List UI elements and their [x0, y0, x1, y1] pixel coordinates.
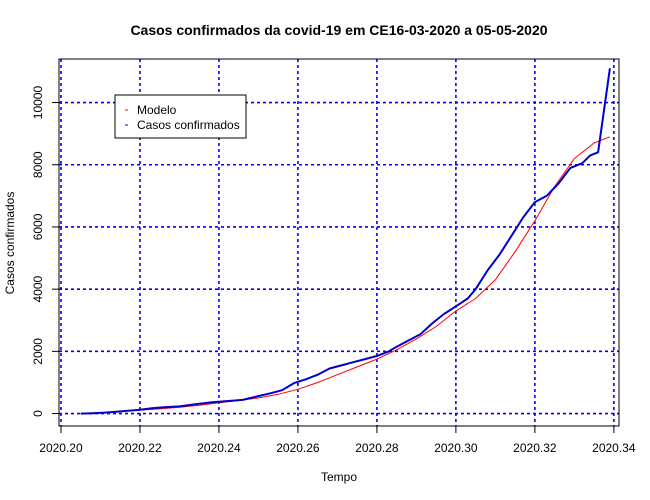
x-tick-label: 2020.32	[513, 441, 557, 455]
y-tick-label: 6000	[31, 213, 45, 240]
x-tick-label: 2020.34	[592, 441, 636, 455]
legend-label: Casos confirmados	[137, 118, 240, 132]
y-axis: 0 2000 4000 6000 8000 10000	[31, 86, 60, 417]
series-line-modelo	[80, 136, 611, 415]
legend-box	[114, 94, 247, 139]
x-tick-label: 2020.26	[276, 441, 320, 455]
chart-title: Casos confirmados da covid-19 em CE16-03…	[130, 22, 547, 38]
x-axis: 2020.20 2020.22 2020.24 2020.26 2020.28 2020.…	[39, 425, 636, 455]
y-axis-label: Casos confirmados	[3, 192, 17, 295]
y-tick-label: 2000	[31, 338, 45, 365]
legend-label: Modelo	[137, 103, 177, 117]
y-tick-label: 0	[31, 410, 45, 417]
x-tick-label: 2020.24	[197, 441, 241, 455]
x-tick-label: 2020.22	[118, 441, 162, 455]
y-tick-label: 8000	[31, 151, 45, 178]
x-tick-label: 2020.20	[39, 441, 83, 455]
x-tick-label: 2020.28	[355, 441, 399, 455]
x-tick-label: 2020.30	[434, 441, 478, 455]
y-tick-label: 10000	[31, 86, 45, 120]
series-layer	[80, 68, 611, 415]
y-tick-label: 4000	[31, 275, 45, 302]
x-axis-label: Tempo	[321, 470, 357, 484]
series-line-casos-confirmados	[80, 68, 611, 415]
